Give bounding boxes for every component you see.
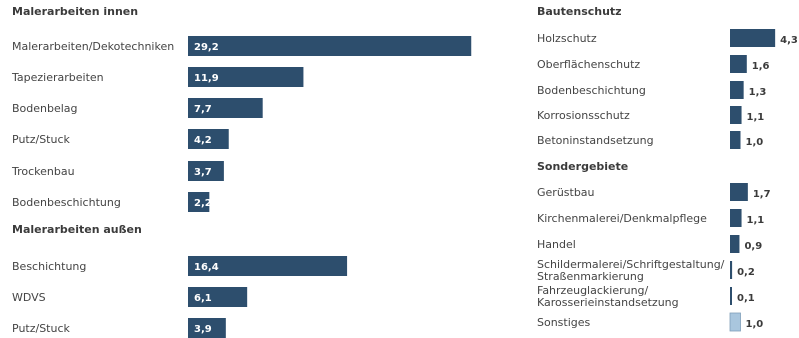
bar bbox=[188, 129, 229, 149]
bar bbox=[188, 98, 263, 118]
value-label: 0,2 bbox=[737, 267, 755, 278]
category-label: WDVS bbox=[12, 291, 46, 304]
value-label: 1,0 bbox=[746, 137, 764, 148]
value-label: 1,0 bbox=[746, 319, 764, 330]
value-label: 3,9 bbox=[194, 324, 212, 335]
category-label: Betoninstandsetzung bbox=[537, 134, 654, 147]
bar bbox=[188, 318, 226, 338]
section-title: Malerarbeiten außen bbox=[12, 223, 142, 236]
bar bbox=[730, 131, 741, 149]
category-label: Bodenbeschichtung bbox=[537, 84, 646, 97]
category-label: Sonstiges bbox=[537, 316, 591, 329]
bar bbox=[188, 67, 304, 87]
section-title: Malerarbeiten innen bbox=[12, 5, 138, 18]
value-label: 1,1 bbox=[747, 215, 765, 226]
bar bbox=[188, 192, 210, 212]
value-label: 11,9 bbox=[194, 73, 219, 84]
value-label: 29,2 bbox=[194, 42, 219, 53]
category-label-line: Karosserieinstandsetzung bbox=[537, 296, 679, 309]
value-label: 4,2 bbox=[194, 135, 212, 146]
category-label-line: Schildermalerei/Schriftgestaltung/ bbox=[537, 258, 725, 271]
category-label-line: Fahrzeuglackierung/ bbox=[537, 284, 649, 297]
category-label: Trockenbau bbox=[11, 165, 75, 178]
value-label: 1,7 bbox=[753, 189, 771, 200]
category-label: Handel bbox=[537, 238, 576, 251]
category-label: Malerarbeiten/Dekotechniken bbox=[12, 40, 174, 53]
category-label: Kirchenmalerei/Denkmalpflege bbox=[537, 212, 707, 225]
section-title: Sondergebiete bbox=[537, 160, 628, 173]
bar bbox=[730, 287, 732, 305]
section-title: Bautenschutz bbox=[537, 5, 622, 18]
category-label: Holzschutz bbox=[537, 32, 597, 45]
category-label: Oberflächenschutz bbox=[537, 58, 640, 71]
value-label: 0,9 bbox=[744, 241, 762, 252]
category-label: Tapezierarbeiten bbox=[11, 71, 104, 84]
bar bbox=[188, 256, 348, 276]
value-label: 7,7 bbox=[194, 104, 212, 115]
value-label: 4,3 bbox=[780, 35, 798, 46]
bar bbox=[730, 235, 740, 253]
value-label: 0,1 bbox=[737, 293, 755, 304]
bar bbox=[730, 261, 733, 279]
category-label: Beschichtung bbox=[12, 260, 86, 273]
value-label: 16,4 bbox=[194, 262, 219, 273]
bar bbox=[730, 29, 776, 47]
value-label: 3,7 bbox=[194, 167, 212, 178]
value-label: 6,1 bbox=[194, 293, 212, 304]
category-label-line: Straßenmarkierung bbox=[537, 270, 644, 283]
bar bbox=[730, 183, 748, 201]
bar bbox=[730, 209, 742, 227]
category-label: Putz/Stuck bbox=[12, 133, 71, 146]
bar bbox=[730, 55, 747, 73]
bar-highlight bbox=[729, 312, 741, 332]
bar bbox=[188, 287, 248, 307]
category-label: Bodenbeschichtung bbox=[12, 196, 121, 209]
category-label: Gerüstbau bbox=[537, 186, 595, 199]
category-label: Bodenbelag bbox=[12, 102, 78, 115]
category-label: Korrosionsschutz bbox=[537, 109, 630, 122]
bar bbox=[188, 161, 224, 181]
value-label: 1,3 bbox=[749, 87, 767, 98]
category-label: Putz/Stuck bbox=[12, 322, 71, 335]
value-label: 1,1 bbox=[747, 112, 765, 123]
bar bbox=[730, 106, 742, 124]
value-label: 2,2 bbox=[194, 198, 212, 209]
bar bbox=[188, 36, 472, 56]
bar bbox=[730, 81, 744, 99]
value-label: 1,6 bbox=[752, 61, 770, 72]
